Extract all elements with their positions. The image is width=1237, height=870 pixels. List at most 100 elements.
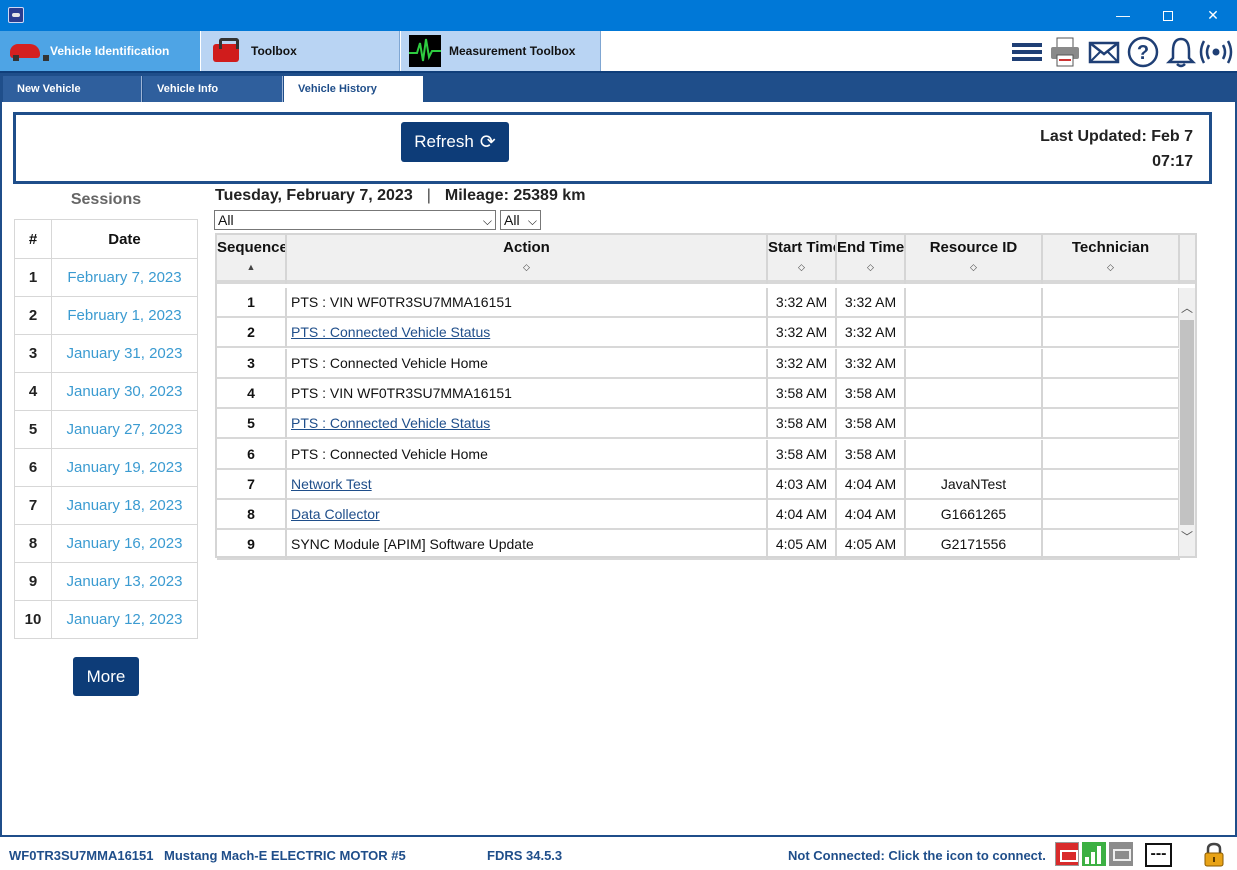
grid-scrollbar[interactable]: ︿ ﹀ [1179,288,1195,556]
table-row[interactable]: 1 PTS : VIN WF0TR3SU7MMA16151 3:32 AM 3:32 … [217,288,1180,318]
more-button[interactable]: More [73,657,139,696]
cell-technician [1043,288,1180,318]
car-icon [8,34,49,68]
cell-resource-id [906,409,1043,440]
cell-end-time: 3:32 AM [837,288,906,318]
session-row[interactable]: 4 January 30, 2023 [14,372,198,411]
sessions-table: # Date 1 February 7, 2023 2 February 1, 202… [14,219,198,639]
sessions-col-date: Date [51,219,198,259]
cell-technician [1043,409,1180,440]
subtab-bar: New Vehicle Vehicle Info Vehicle History [0,73,1237,102]
cell-action: PTS : Connected Vehicle Status [287,318,768,349]
session-date-link[interactable]: January 31, 2023 [51,334,198,373]
cell-action: PTS : Connected Vehicle Home [287,348,768,379]
module-tab-toolbox[interactable]: Toolbox [201,31,400,71]
session-row[interactable]: 8 January 16, 2023 [14,524,198,563]
cell-action: SYNC Module [APIM] Software Update [287,530,768,561]
status-dash-indicator[interactable]: --- [1145,843,1172,867]
session-date-link[interactable]: January 13, 2023 [51,562,198,601]
module-tab-measurement-toolbox[interactable]: Measurement Toolbox [401,31,601,71]
session-date-link[interactable]: January 18, 2023 [51,486,198,525]
action-link[interactable]: Network Test [291,475,372,492]
col-action[interactable]: Action ◇ [287,235,768,284]
status-connection[interactable]: Not Connected: Click the icon to connect… [788,848,1046,863]
scrollbar-thumb[interactable] [1180,320,1194,525]
session-date-link[interactable]: January 19, 2023 [51,448,198,487]
module-tab-label: Measurement Toolbox [449,44,576,58]
action-link[interactable]: PTS : Connected Vehicle Status [291,324,491,341]
table-row[interactable]: 4 PTS : VIN WF0TR3SU7MMA16151 3:58 AM 3:58 … [217,378,1180,409]
session-row[interactable]: 9 January 13, 2023 [14,562,198,601]
session-number: 3 [14,334,52,373]
col-label: Sequence [217,239,287,256]
sessions-title: Sessions [70,191,142,208]
tab-vehicle-history[interactable]: Vehicle History [284,76,423,102]
session-date-link[interactable]: January 27, 2023 [51,410,198,449]
col-end-time[interactable]: End Time ◇ [837,235,906,284]
cell-sequence: 1 [217,288,287,318]
session-row[interactable]: 1 February 7, 2023 [14,258,198,297]
cell-technician [1043,530,1180,561]
cell-sequence: 4 [217,378,287,409]
action-filter-select[interactable]: All ⌵ [214,210,496,230]
session-date-link[interactable]: January 30, 2023 [51,372,198,411]
maximize-icon [1163,11,1173,22]
tab-vehicle-info[interactable]: Vehicle Info [143,76,283,102]
session-row[interactable]: 7 January 18, 2023 [14,486,198,525]
cell-start-time: 3:58 AM [768,439,837,470]
signal-bars-icon[interactable] [1082,842,1106,866]
action-filter-value: All [218,212,234,228]
cell-sequence: 7 [217,469,287,500]
session-row[interactable]: 2 February 1, 2023 [14,296,198,335]
vci-device-icon[interactable] [1109,842,1133,866]
scroll-up-icon[interactable]: ︿ [1180,301,1193,315]
mail-icon[interactable] [1087,36,1121,68]
sort-icon: ◇ [970,262,977,272]
sort-ascending-icon: ▲ [246,262,256,272]
session-date-link[interactable]: February 1, 2023 [51,296,198,335]
svg-text:?: ? [1137,42,1149,64]
table-row[interactable]: 6 PTS : Connected Vehicle Home 3:58 AM 3:58… [217,439,1180,470]
cell-technician [1043,378,1180,409]
action-link[interactable]: PTS : Connected Vehicle Status [291,415,491,432]
session-date-link[interactable]: February 7, 2023 [51,258,198,297]
vci-connect-icon[interactable] [1055,842,1079,866]
session-date-link[interactable]: January 12, 2023 [51,600,198,639]
printer-icon[interactable] [1048,36,1082,68]
oscilloscope-icon [409,35,441,67]
table-row[interactable]: 9 SYNC Module [APIM] Software Update 4:05 … [217,530,1180,561]
maximize-button[interactable] [1145,0,1191,31]
close-button[interactable]: ✕ [1207,7,1219,23]
refresh-button[interactable]: Refresh ⟳ [401,122,509,162]
action-link[interactable]: Data Collector [291,506,380,523]
help-icon[interactable]: ? [1126,36,1160,68]
secondary-filter-select[interactable]: All ⌵ [500,210,541,230]
bell-icon[interactable] [1164,36,1198,68]
menu-icon[interactable] [1010,36,1044,68]
cell-end-time: 4:04 AM [837,500,906,531]
session-row[interactable]: 6 January 19, 2023 [14,448,198,487]
wireless-icon[interactable] [1198,36,1233,68]
table-row[interactable]: 8 Data Collector 4:04 AM 4:04 AM G1661265 [217,500,1180,531]
lock-icon[interactable] [1203,842,1225,868]
session-number: 8 [14,524,52,563]
col-sequence[interactable]: Sequence ▲ [217,235,287,284]
module-tab-label: Vehicle Identification [50,44,170,58]
table-row[interactable]: 7 Network Test 4:03 AM 4:04 AM JavaNTest [217,469,1180,500]
tab-new-vehicle[interactable]: New Vehicle [3,76,142,102]
table-row[interactable]: 2 PTS : Connected Vehicle Status 3:32 AM 3:… [217,318,1180,349]
table-row[interactable]: 5 PTS : Connected Vehicle Status 3:58 AM 3:… [217,409,1180,440]
table-row[interactable]: 3 PTS : Connected Vehicle Home 3:32 AM 3:32… [217,348,1180,379]
cell-start-time: 4:05 AM [768,530,837,561]
col-technician[interactable]: Technician ◇ [1043,235,1180,284]
session-row[interactable]: 5 January 27, 2023 [14,410,198,449]
cell-end-time: 3:32 AM [837,318,906,349]
session-row[interactable]: 3 January 31, 2023 [14,334,198,373]
session-date-link[interactable]: January 16, 2023 [51,524,198,563]
session-row[interactable]: 10 January 12, 2023 [14,600,198,639]
scroll-down-icon[interactable]: ﹀ [1180,530,1193,544]
module-tab-vehicle-identification[interactable]: Vehicle Identification [0,31,200,71]
col-resource-id[interactable]: Resource ID ◇ [906,235,1043,284]
col-start-time[interactable]: Start Time ◇ [768,235,837,284]
minimize-button[interactable]: — [1116,7,1130,23]
